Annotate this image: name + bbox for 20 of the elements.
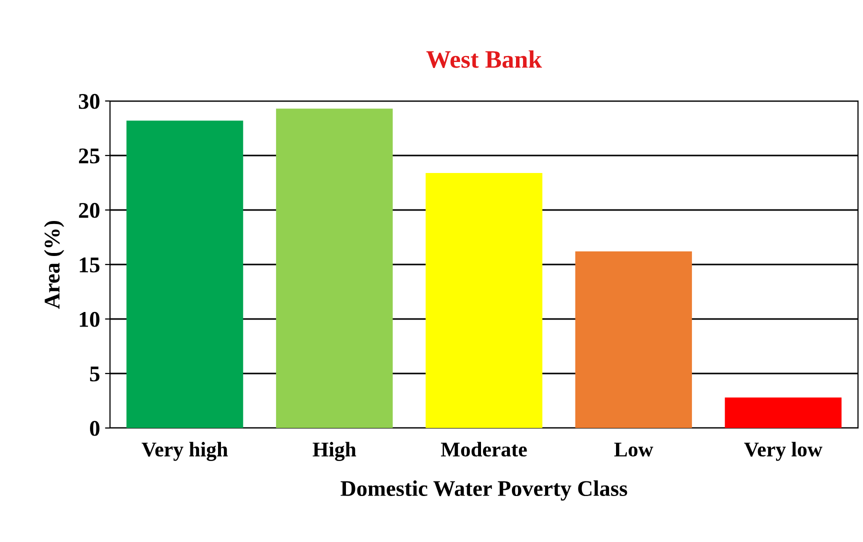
y-tick-label: 20: [78, 202, 100, 218]
bar: [426, 172, 542, 428]
bar: [575, 251, 692, 428]
x-tick-label: Very high: [142, 442, 228, 461]
x-tick-label: Low: [614, 442, 654, 457]
y-tick-label: 25: [78, 148, 100, 164]
bar: [276, 108, 393, 428]
y-tick-label: 15: [80, 258, 100, 272]
chart-title: West Bank: [426, 50, 542, 68]
x-tick-label: High: [312, 442, 356, 461]
bar: [126, 120, 244, 428]
y-tick-label: 10: [80, 312, 100, 327]
y-tick-label: 5: [90, 366, 100, 382]
x-tick-label: Moderate: [440, 442, 527, 457]
y-tick-label: 30: [78, 94, 100, 109]
bar: [724, 397, 842, 428]
y-tick-label: 0: [90, 420, 100, 436]
y-axis-title: Area (%): [44, 220, 64, 309]
x-tick-label: Very low: [744, 442, 822, 461]
x-axis-title: Domestic Water Poverty Class: [340, 480, 628, 501]
